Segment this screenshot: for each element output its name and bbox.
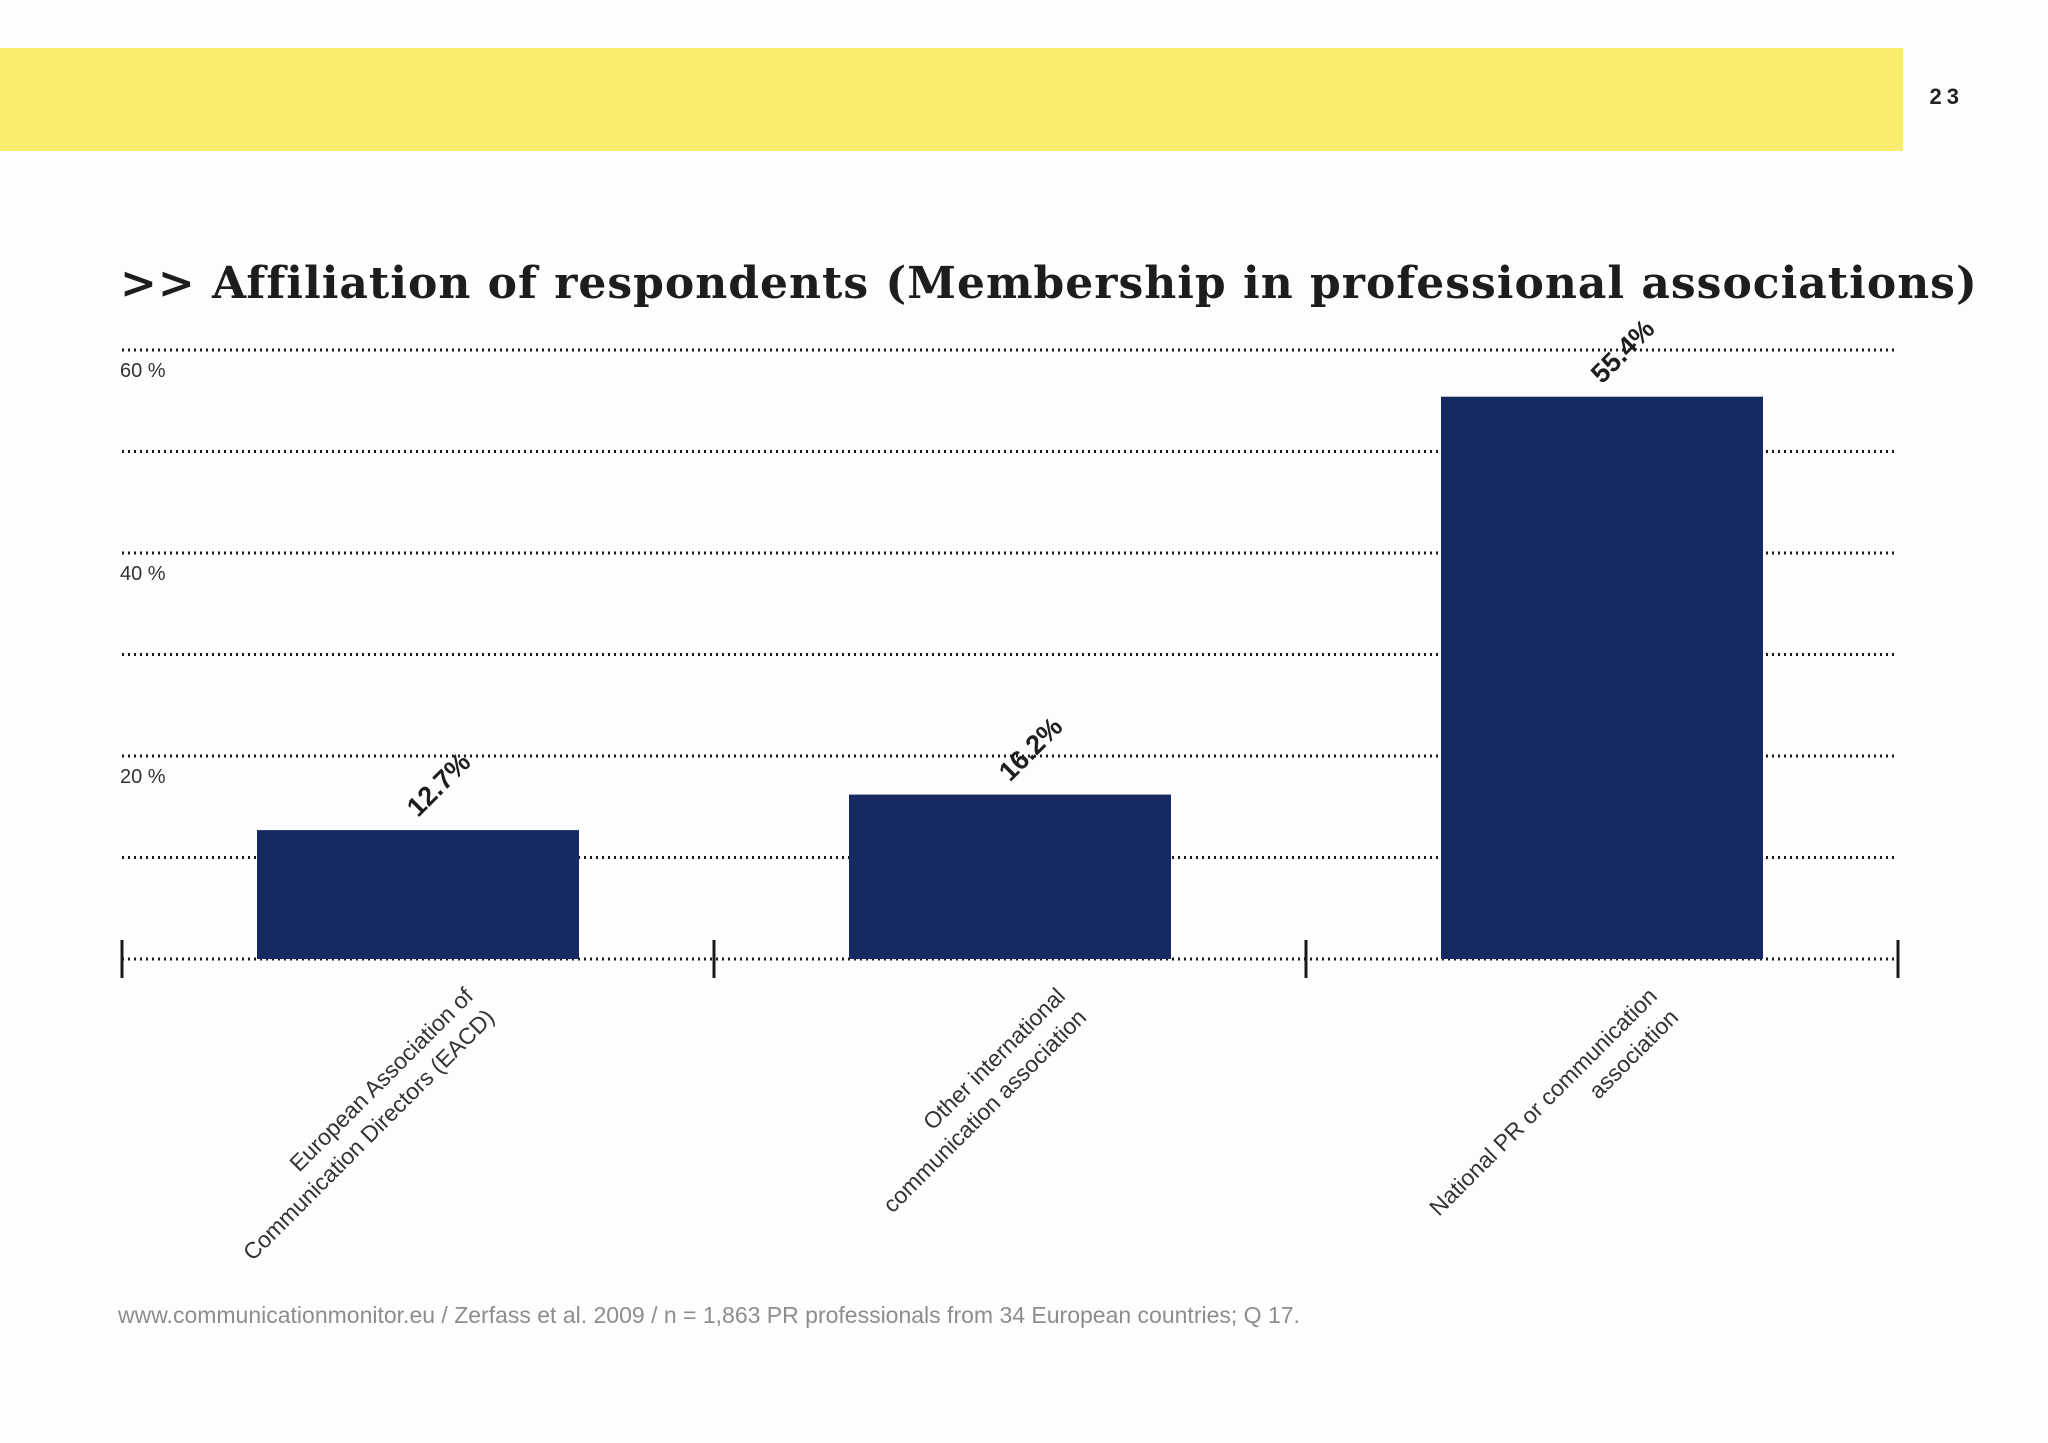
x-tick-label-line: Communication Directors (EACD) bbox=[238, 1004, 499, 1265]
data-label: 55.4% bbox=[1585, 314, 1660, 389]
bar bbox=[849, 794, 1171, 959]
bar bbox=[1441, 396, 1763, 959]
source-note: www.communicationmonitor.eu / Zerfass et… bbox=[118, 1302, 1300, 1328]
x-tick-label: Other internationalcommunication associa… bbox=[856, 983, 1091, 1218]
x-tick-label: European Association ofCommunication Dir… bbox=[217, 982, 500, 1265]
data-label: 12.7% bbox=[401, 747, 476, 822]
y-tick-label: 40 % bbox=[120, 563, 166, 585]
header-band bbox=[0, 48, 1903, 151]
chart-title: >> Affiliation of respondents (Membershi… bbox=[120, 258, 1978, 309]
x-tick-label-line: National PR or communication bbox=[1424, 983, 1662, 1221]
bar bbox=[257, 830, 579, 959]
x-tick-label-line: communication association bbox=[878, 1004, 1092, 1218]
x-tick-label: National PR or communicationassociation bbox=[1424, 983, 1683, 1242]
y-tick-label: 60 % bbox=[120, 360, 166, 382]
x-tick-label-line: European Association of bbox=[284, 982, 478, 1176]
y-tick-label: 20 % bbox=[120, 766, 166, 788]
page-number: 23 bbox=[1929, 84, 1964, 109]
data-label: 16.2% bbox=[993, 711, 1068, 786]
